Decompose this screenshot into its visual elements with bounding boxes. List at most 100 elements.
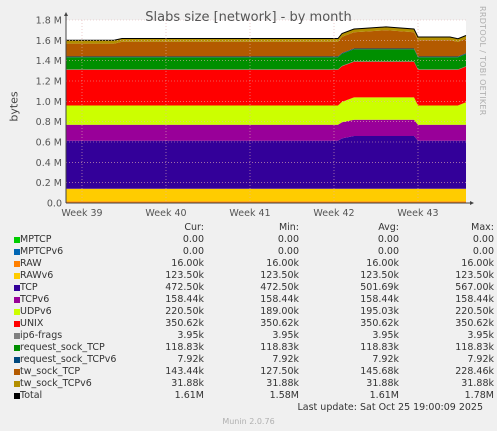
- legend-row: tw_sock_TCPv6 31.88k 31.88k 31.88k 31.88k: [14, 378, 494, 390]
- x-tick-label: Week 41: [229, 208, 270, 219]
- legend-value-min: 0.00: [277, 246, 299, 257]
- legend-series-name: ip6-frags: [20, 330, 63, 341]
- y-tick-label: 1.6 M: [36, 36, 62, 47]
- area-tw-sock-tcpv6: [66, 26, 466, 44]
- area-tw-sock-tcp: [66, 30, 466, 57]
- legend-value-avg: 0.00: [377, 246, 399, 257]
- legend-value-cur: 3.95k: [177, 330, 204, 341]
- area-udpv6: [66, 97, 466, 125]
- legend-value-min: 123.50k: [260, 270, 299, 281]
- legend-value-avg: 1.61M: [369, 390, 399, 401]
- y-tick-label: 0.4 M: [36, 158, 62, 169]
- y-tick-label: 1.0 M: [36, 97, 62, 108]
- legend-header-avg: Avg:: [378, 222, 399, 233]
- legend-value-min: 1.58M: [269, 390, 299, 401]
- legend-swatch: [14, 357, 20, 363]
- legend-value-min: 16.00k: [266, 258, 299, 269]
- legend-value-max: 16.00k: [461, 258, 494, 269]
- legend-value-cur: 472.50k: [165, 282, 204, 293]
- y-axis-label: bytes: [7, 91, 21, 122]
- legend-value-max: 31.88k: [461, 378, 494, 389]
- legend-series-name: TCPv6: [20, 294, 50, 305]
- legend-swatch: [14, 345, 20, 351]
- legend-swatch: [14, 333, 20, 339]
- legend-swatch: [14, 285, 20, 291]
- area-unix: [66, 61, 466, 106]
- legend-value-min: 158.44k: [260, 294, 299, 305]
- legend-value-cur: 143.44k: [165, 366, 204, 377]
- last-update: Last update: Sat Oct 25 19:00:09 2025: [297, 402, 483, 413]
- x-tick-label: Week 39: [61, 208, 102, 219]
- legend-value-cur: 7.92k: [177, 354, 204, 365]
- chart-title: Slabs size [network] - by month: [145, 10, 352, 25]
- legend-row: MPTCPv6 0.00 0.00 0.00 0.00: [14, 246, 494, 258]
- legend-value-cur: 158.44k: [165, 294, 204, 305]
- munin-footer: Munin 2.0.76: [222, 417, 275, 426]
- legend-swatch: [14, 381, 20, 387]
- x-tick-label: Week 43: [397, 208, 438, 219]
- legend-series-name: UNIX: [20, 318, 44, 329]
- legend-value-cur: 0.00: [182, 234, 204, 245]
- legend-value-max: 3.95k: [467, 330, 494, 341]
- legend-value-avg: 31.88k: [366, 378, 399, 389]
- legend-value-avg: 3.95k: [372, 330, 399, 341]
- legend-value-max: 123.50k: [455, 270, 494, 281]
- legend-series-name: tw_sock_TCP: [20, 366, 81, 377]
- legend-value-min: 189.00k: [260, 306, 299, 317]
- legend-header: Cur: Min: Avg: Max:: [14, 222, 494, 234]
- legend-swatch: [14, 273, 20, 279]
- legend-row: ip6-frags 3.95k 3.95k 3.95k 3.95k: [14, 330, 494, 342]
- y-tick-label: 1.8 M: [36, 16, 62, 27]
- area-rawv6: [66, 188, 466, 202]
- legend-value-max: 1.78M: [464, 390, 494, 401]
- area-request-sock-tcp: [66, 49, 466, 70]
- legend-row: TCP 472.50k 472.50k 501.69k 567.00k: [14, 282, 494, 294]
- legend-swatch: [14, 393, 20, 399]
- legend-row: tw_sock_TCP 143.44k 127.50k 145.68k 228.46k: [14, 366, 494, 378]
- legend-value-avg: 118.83k: [360, 342, 399, 353]
- legend-value-avg: 0.00: [377, 234, 399, 245]
- legend-series-name: MPTCP: [20, 234, 52, 245]
- legend-value-avg: 501.69k: [360, 282, 399, 293]
- rrdtool-watermark: RRDTOOL / TOBI OETIKER: [478, 6, 487, 116]
- legend-value-min: 472.50k: [260, 282, 299, 293]
- y-axis-arrow: [64, 12, 68, 16]
- x-tick-label: Week 40: [145, 208, 186, 219]
- legend-row: Total 1.61M 1.58M 1.61M 1.78M: [14, 390, 494, 402]
- legend-swatch: [14, 309, 20, 315]
- legend-value-cur: 31.88k: [171, 378, 204, 389]
- legend-swatch: [14, 249, 20, 255]
- legend-swatch: [14, 297, 20, 303]
- legend-value-cur: 118.83k: [165, 342, 204, 353]
- legend-value-cur: 220.50k: [165, 306, 204, 317]
- legend-value-cur: 350.62k: [165, 318, 204, 329]
- legend-row: MPTCP 0.00 0.00 0.00 0.00: [14, 234, 494, 246]
- legend-value-min: 7.92k: [272, 354, 299, 365]
- legend-series-name: RAW: [20, 258, 42, 269]
- legend-value-max: 158.44k: [455, 294, 494, 305]
- legend-row: request_sock_TCPv6 7.92k 7.92k 7.92k 7.92k: [14, 354, 494, 366]
- y-tick-label: 0.8 M: [36, 117, 62, 128]
- y-tick-label: 1.4 M: [36, 56, 62, 67]
- legend-series-name: RAWv6: [20, 270, 54, 281]
- y-tick-label: 0.2 M: [36, 178, 62, 189]
- legend-series-name: tw_sock_TCPv6: [20, 378, 92, 389]
- legend-value-max: 7.92k: [467, 354, 494, 365]
- legend-swatch: [14, 261, 20, 267]
- y-tick-label: 1.2 M: [36, 77, 62, 88]
- legend-series-name: Total: [20, 390, 43, 401]
- legend-value-avg: 195.03k: [360, 306, 399, 317]
- legend-value-max: 0.00: [472, 246, 494, 257]
- legend-value-max: 118.83k: [455, 342, 494, 353]
- y-tick-label: 0.0: [47, 199, 62, 210]
- legend-row: request_sock_TCP 118.83k 118.83k 118.83k 118…: [14, 342, 494, 354]
- legend-value-cur: 0.00: [182, 246, 204, 257]
- legend-value-min: 350.62k: [260, 318, 299, 329]
- legend-value-avg: 16.00k: [366, 258, 399, 269]
- x-tick-label: Week 42: [313, 208, 354, 219]
- y-tick-label: 0.6 M: [36, 138, 62, 149]
- legend-value-max: 220.50k: [455, 306, 494, 317]
- legend-value-avg: 145.68k: [360, 366, 399, 377]
- legend-value-avg: 158.44k: [360, 294, 399, 305]
- legend-swatch: [14, 321, 20, 327]
